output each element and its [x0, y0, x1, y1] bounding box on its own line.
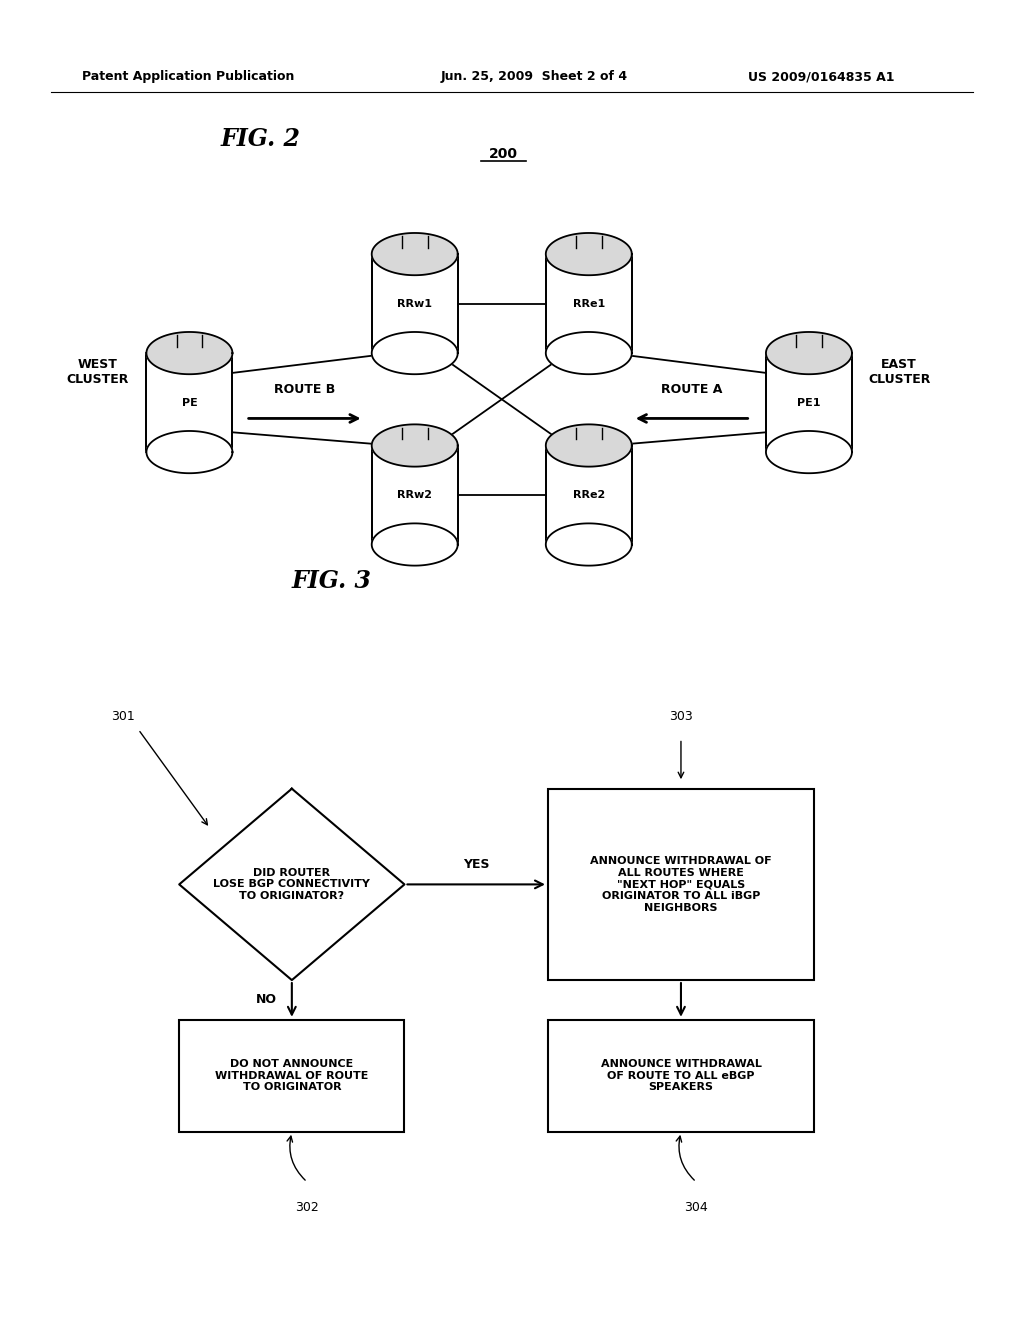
- Text: WEST
CLUSTER: WEST CLUSTER: [67, 358, 128, 387]
- Text: YES: YES: [463, 858, 489, 871]
- Text: ANNOUNCE WITHDRAWAL OF
ALL ROUTES WHERE
"NEXT HOP" EQUALS
ORIGINATOR TO ALL iBGP: ANNOUNCE WITHDRAWAL OF ALL ROUTES WHERE …: [590, 857, 772, 912]
- Text: 303: 303: [669, 710, 693, 722]
- Polygon shape: [546, 333, 632, 374]
- Text: RRw2: RRw2: [397, 490, 432, 500]
- Text: 301: 301: [111, 710, 135, 722]
- Polygon shape: [372, 446, 458, 544]
- Polygon shape: [766, 432, 852, 473]
- Text: ROUTE A: ROUTE A: [660, 383, 722, 396]
- Text: 304: 304: [684, 1201, 709, 1213]
- Text: Jun. 25, 2009  Sheet 2 of 4: Jun. 25, 2009 Sheet 2 of 4: [440, 70, 628, 83]
- Polygon shape: [372, 333, 458, 374]
- Text: US 2009/0164835 A1: US 2009/0164835 A1: [748, 70, 894, 83]
- Polygon shape: [546, 234, 632, 275]
- Polygon shape: [179, 788, 404, 979]
- Polygon shape: [146, 432, 232, 473]
- Polygon shape: [146, 333, 232, 374]
- Text: RRw1: RRw1: [397, 298, 432, 309]
- Text: Patent Application Publication: Patent Application Publication: [82, 70, 294, 83]
- Text: DO NOT ANNOUNCE
WITHDRAWAL OF ROUTE
TO ORIGINATOR: DO NOT ANNOUNCE WITHDRAWAL OF ROUTE TO O…: [215, 1059, 369, 1093]
- Bar: [548, 789, 814, 979]
- Text: NO: NO: [256, 994, 276, 1006]
- Text: ROUTE B: ROUTE B: [273, 383, 335, 396]
- Text: EAST
CLUSTER: EAST CLUSTER: [868, 358, 930, 387]
- Polygon shape: [546, 524, 632, 565]
- Polygon shape: [372, 253, 458, 352]
- Bar: [548, 1020, 814, 1133]
- Polygon shape: [372, 524, 458, 565]
- Text: FIG. 2: FIG. 2: [220, 127, 300, 150]
- Text: FIG. 3: FIG. 3: [292, 569, 372, 593]
- Polygon shape: [546, 425, 632, 466]
- Polygon shape: [766, 354, 852, 451]
- Text: ANNOUNCE WITHDRAWAL
OF ROUTE TO ALL eBGP
SPEAKERS: ANNOUNCE WITHDRAWAL OF ROUTE TO ALL eBGP…: [600, 1059, 762, 1093]
- Polygon shape: [372, 234, 458, 275]
- Text: PE1: PE1: [798, 397, 820, 408]
- Text: PE: PE: [181, 397, 198, 408]
- Polygon shape: [766, 333, 852, 374]
- Text: 302: 302: [295, 1201, 319, 1213]
- Polygon shape: [372, 425, 458, 466]
- Polygon shape: [546, 253, 632, 352]
- Polygon shape: [146, 354, 232, 451]
- Text: RRe1: RRe1: [572, 298, 605, 309]
- Bar: [179, 1020, 404, 1133]
- Text: RRe2: RRe2: [572, 490, 605, 500]
- Text: DID ROUTER
LOSE BGP CONNECTIVITY
TO ORIGINATOR?: DID ROUTER LOSE BGP CONNECTIVITY TO ORIG…: [213, 867, 371, 902]
- Polygon shape: [546, 446, 632, 544]
- Text: 200: 200: [489, 147, 518, 161]
